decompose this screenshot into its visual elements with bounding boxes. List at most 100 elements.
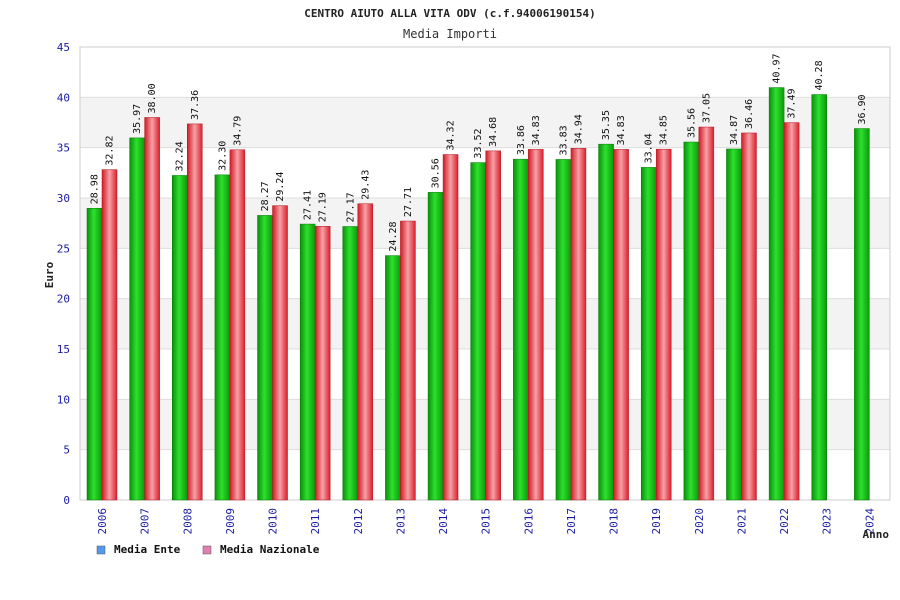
x-tick-label: 2014 [437, 508, 450, 535]
data-label: 27.41 [303, 190, 314, 220]
y-tick-label: 15 [57, 343, 70, 356]
data-label: 38.00 [147, 83, 158, 113]
legend-swatch-media-nazionale [202, 545, 212, 555]
data-label: 34.79 [232, 116, 243, 146]
data-label: 35.35 [601, 110, 612, 140]
y-tick-label: 20 [57, 293, 70, 306]
x-tick-label: 2021 [735, 508, 748, 535]
data-label: 34.94 [573, 114, 584, 144]
data-label: 32.82 [105, 136, 116, 166]
bar-media-nazionale-2014 [442, 154, 459, 501]
bar-media-nazionale-2018 [613, 149, 629, 501]
x-tick-label: 2018 [608, 508, 621, 535]
y-tick-label: 5 [63, 444, 70, 457]
bar-media-nazionale-2011 [314, 226, 331, 501]
data-labels: 28.98 32.82 35.97 38.00 32.24 37.36 32.30 34.79… [90, 53, 868, 251]
y-tick-label: 10 [57, 393, 70, 406]
bar-media-ente-2008 [172, 175, 188, 501]
bar-media-ente-2011 [299, 223, 316, 501]
bar-media-nazionale-2022 [783, 122, 800, 501]
bar-media-ente-2012 [342, 226, 359, 501]
bar-media-nazionale-2021 [741, 132, 757, 501]
data-label: 33.83 [558, 125, 569, 155]
bar-media-nazionale-2016 [528, 149, 544, 501]
x-tick-label: 2008 [181, 508, 194, 535]
bar-media-nazionale-2019 [655, 148, 672, 501]
data-label: 34.83 [531, 115, 542, 145]
x-tick-label: 2015 [480, 508, 493, 535]
data-label: 36.90 [857, 94, 868, 124]
data-label: 34.87 [729, 115, 740, 145]
data-label: 24.28 [388, 221, 399, 251]
data-label: 30.56 [431, 158, 442, 188]
bar-media-ente-2018 [598, 143, 614, 501]
x-tick-label: 2010 [267, 508, 280, 535]
bar-media-ente-2021 [726, 148, 742, 501]
legend-label-media-nazionale: Media Nazionale [220, 543, 320, 556]
bar-media-ente-2024 [854, 128, 870, 501]
data-label: 32.30 [217, 141, 228, 171]
data-label: 34.83 [616, 115, 627, 145]
data-label: 27.71 [403, 187, 414, 217]
x-tick-label: 2011 [309, 508, 322, 535]
y-tick-label: 25 [57, 242, 70, 255]
data-label: 37.49 [787, 88, 798, 118]
x-tick-label: 2024 [863, 508, 876, 535]
bar-series [86, 87, 870, 501]
data-label: 33.04 [644, 133, 655, 163]
x-tick-label: 2019 [650, 508, 663, 535]
bar-media-ente-2023 [811, 94, 827, 501]
y-axis-label: Euro [43, 261, 56, 288]
bar-media-ente-2015 [470, 162, 486, 501]
bar-media-ente-2009 [214, 174, 231, 501]
bar-media-nazionale-2010 [272, 205, 288, 501]
x-tick-label: 2013 [394, 508, 407, 535]
bar-media-ente-2013 [385, 255, 401, 501]
data-label: 35.56 [686, 108, 697, 138]
bar-media-ente-2010 [257, 215, 273, 501]
data-label: 33.86 [516, 125, 527, 155]
bar-media-nazionale-2006 [101, 169, 118, 501]
x-tick-label: 2016 [522, 508, 535, 535]
x-axis-ticks: 2006 2007 2008 2009 2010 2011 2012 2013 2014 2015… [96, 508, 876, 535]
legend: Media Ente Media Nazionale [96, 543, 320, 556]
data-label: 35.97 [132, 104, 143, 134]
legend-swatch-media-ente [96, 545, 106, 555]
bar-media-ente-2017 [555, 159, 572, 501]
bar-media-ente-2022 [768, 87, 785, 501]
data-label: 28.98 [90, 174, 101, 204]
data-label: 27.19 [318, 192, 329, 222]
data-label: 29.24 [275, 172, 286, 202]
x-axis-label: Anno [863, 528, 890, 541]
data-label: 34.85 [659, 115, 670, 145]
y-tick-label: 45 [57, 41, 70, 54]
bar-media-nazionale-2009 [229, 149, 246, 501]
legend-label-media-ente: Media Ente [114, 543, 181, 556]
data-label: 37.36 [190, 90, 201, 120]
data-label: 29.43 [360, 170, 371, 200]
x-tick-label: 2020 [693, 508, 706, 535]
x-tick-label: 2012 [352, 508, 365, 535]
y-tick-label: 35 [57, 142, 70, 155]
data-label: 36.46 [744, 99, 755, 129]
chart-subtitle: Media Importi [403, 27, 497, 41]
bar-media-nazionale-2008 [187, 123, 203, 501]
y-axis-ticks: 0 5 10 15 20 25 30 35 40 45 [57, 41, 70, 507]
bar-media-ente-2019 [640, 167, 657, 501]
x-tick-label: 2007 [139, 508, 152, 535]
data-label: 34.32 [446, 120, 457, 150]
bar-media-ente-2014 [427, 192, 444, 501]
data-label: 32.24 [175, 141, 186, 171]
bar-media-nazionale-2015 [485, 150, 501, 501]
bar-media-nazionale-2017 [570, 148, 587, 501]
x-tick-label: 2009 [224, 508, 237, 535]
bar-media-nazionale-2020 [698, 126, 715, 501]
y-tick-label: 30 [57, 192, 70, 205]
bar-media-ente-2020 [683, 141, 700, 501]
chart-title: CENTRO AIUTO ALLA VITA ODV (c.f.94006190… [304, 7, 595, 20]
data-label: 33.52 [473, 128, 484, 158]
bar-media-ente-2006 [86, 208, 103, 501]
bar-media-ente-2007 [129, 137, 145, 501]
data-label: 34.68 [488, 117, 499, 147]
